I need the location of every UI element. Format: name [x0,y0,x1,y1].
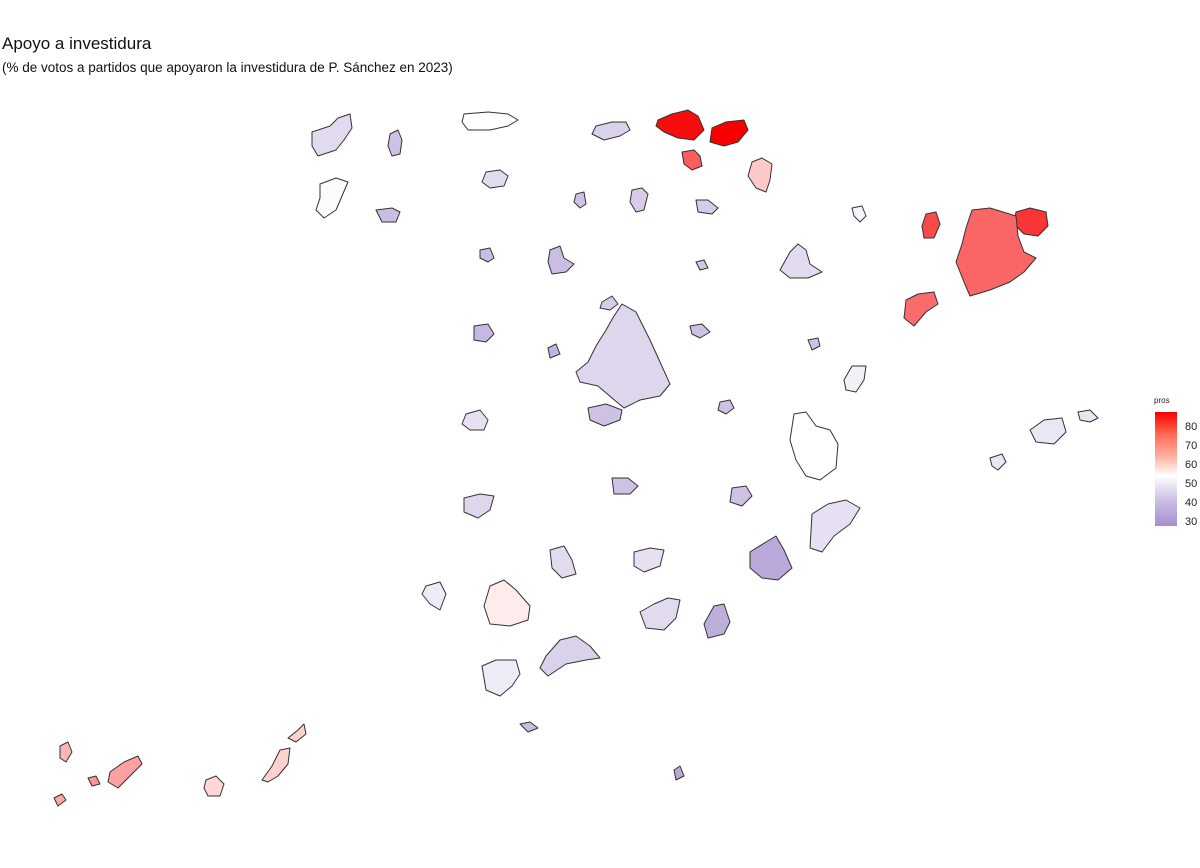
province-valencia[interactable] [789,411,839,481]
province-caceres[interactable] [461,409,489,431]
legend-tick-label: 80 [1185,421,1198,434]
province-baleares-menorca[interactable] [1077,409,1099,423]
province-cuenca[interactable] [717,399,735,415]
province-granada[interactable] [639,597,681,631]
province-tarragona[interactable] [903,291,939,327]
legend-tick-label: 50 [1185,478,1198,491]
province-gipuzkoa[interactable] [709,119,749,147]
province-albacete[interactable] [729,485,753,507]
province-segovia[interactable] [599,295,619,311]
province-huelva[interactable] [421,581,447,611]
legend-tick [1177,465,1181,467]
province-cantabria[interactable] [591,121,631,141]
province-zamora[interactable] [479,247,495,263]
province-avila[interactable] [547,343,561,359]
province-alicante[interactable] [809,499,861,553]
province-salamanca[interactable] [473,323,495,343]
province-asturias[interactable] [461,111,519,131]
legend-tick-label: 70 [1185,440,1198,453]
legend-tick [1177,446,1181,448]
legend-tick-label: 40 [1185,497,1198,510]
province-pontevedra[interactable] [315,177,349,219]
province-navarra[interactable] [747,157,773,193]
province-huesca[interactable] [851,205,867,223]
province-teruel[interactable] [807,337,821,351]
province-bizkaia[interactable] [655,109,705,141]
legend-tick [1177,484,1181,486]
province-la-rioja[interactable] [695,199,719,215]
legend-tick-label: 60 [1185,459,1198,472]
province-gran-canaria[interactable] [203,775,225,797]
province-melilla[interactable] [673,765,685,781]
province-cordoba[interactable] [549,545,577,579]
map-title: Apoyo a investidura [2,34,152,53]
province-lleida[interactable] [921,211,941,239]
province-la-gomera[interactable] [87,775,101,787]
province-baleares-ibiza[interactable] [989,453,1007,471]
province-araba[interactable] [681,149,703,171]
legend-tick [1177,427,1181,429]
province-valladolid[interactable] [547,245,575,275]
province-burgos[interactable] [629,187,649,213]
color-legend: pros 80 70 60 50 40 30 [1148,396,1198,536]
province-fuerteventura[interactable] [261,747,291,783]
legend-tick-label: 30 [1185,516,1198,529]
province-zaragoza[interactable] [779,243,823,279]
legend-tick [1177,522,1181,524]
province-toledo[interactable] [587,403,623,427]
province-barcelona[interactable] [955,207,1037,297]
province-tenerife[interactable] [107,755,143,789]
province-ciudad-real[interactable] [611,477,639,495]
province-castellon[interactable] [843,365,867,393]
province-ourense[interactable] [375,207,401,223]
province-lanzarote[interactable] [287,723,307,743]
legend-color-bar [1155,412,1177,526]
legend-tick [1177,503,1181,505]
province-almeria[interactable] [703,603,731,639]
province-la-palma[interactable] [59,741,73,763]
province-murcia[interactable] [749,535,793,581]
province-ceuta[interactable] [519,721,539,733]
province-palencia[interactable] [573,191,587,209]
province-baleares[interactable] [1029,417,1067,445]
province-lugo[interactable] [387,129,403,157]
legend-title: pros [1154,396,1170,405]
province-sevilla[interactable] [483,579,531,627]
province-guadalajara[interactable] [689,323,711,339]
province-a-coruna[interactable] [311,113,353,157]
province-leon[interactable] [481,169,509,189]
province-jaen[interactable] [633,547,665,573]
province-malaga[interactable] [539,635,601,677]
map-subtitle: (% de votos a partidos que apoyaron la i… [2,60,453,75]
province-girona[interactable] [1013,207,1049,237]
province-el-hierro[interactable] [53,793,67,807]
province-soria[interactable] [695,259,709,271]
province-madrid[interactable] [575,303,671,409]
province-cadiz[interactable] [481,659,521,697]
province-badajoz[interactable] [463,493,495,519]
